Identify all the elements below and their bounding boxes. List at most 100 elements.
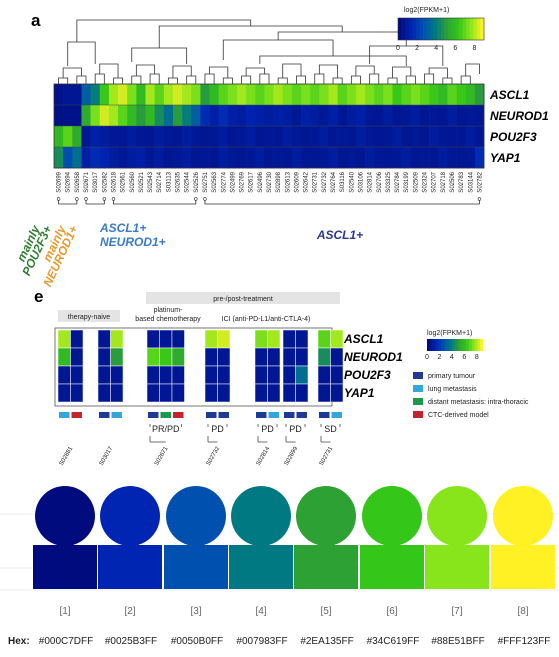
heatmap-e-cell [110, 347, 124, 367]
heatmap-cell [355, 147, 366, 169]
dendrogram-link [62, 67, 82, 78]
heatmap-cell [264, 105, 274, 127]
heatmap-cell [392, 105, 402, 127]
heatmap-cell [81, 84, 91, 106]
heatmap-cell [410, 84, 421, 106]
dendrogram-link [58, 77, 69, 84]
sample-type-chip [59, 412, 70, 418]
patient-id: S02731 [319, 445, 335, 466]
heatmap-cell [72, 105, 82, 127]
heatmap-e-cell [254, 365, 268, 385]
dendrogram-link [94, 73, 105, 84]
gene-label-a: YAP1 [490, 151, 521, 165]
patient-id: S02814 [256, 445, 272, 466]
heatmap-cell [419, 84, 430, 106]
colorbar-e-segment [469, 339, 473, 351]
heatmap-cell [465, 84, 476, 106]
heatmap-cell [236, 126, 247, 148]
platinum-label-1: platinum- [154, 307, 183, 314]
heatmap-cell [218, 84, 229, 106]
colorbar-a: log2(FPKM+1) 0 2 4 6 8 [396, 7, 485, 52]
sample-label: S02658 [75, 171, 81, 192]
heatmap-cell [392, 84, 402, 106]
group-bracket-end [84, 197, 88, 201]
patient-ids: S02881 S03017 S02671 S02732 S02814 S02699 S027… [59, 445, 335, 466]
sample-label: S02783 [459, 171, 465, 192]
palette-circle [231, 486, 291, 546]
heatmap-e-cell [217, 329, 231, 349]
heatmap-e-cell [57, 329, 71, 349]
sample-label: S02671 [84, 171, 90, 192]
heatmap-cell [438, 147, 448, 169]
heatmap-e-cell [317, 365, 331, 385]
panel-a-letter: a [31, 11, 41, 30]
group-label-2: NEUROD1+ [100, 235, 166, 249]
heatmap-cell [145, 126, 155, 148]
heatmap-cell [419, 126, 430, 148]
dendrogram-link [222, 77, 233, 84]
dendrogram-link [67, 41, 96, 66]
heatmap-cell [346, 126, 357, 148]
heatmap-cell [127, 147, 137, 169]
heatmap-cell [474, 105, 485, 127]
heatmap-cell [410, 126, 421, 148]
sample-type-chip [256, 412, 267, 418]
colorbar-e-tick: 2 [437, 354, 441, 361]
heatmap-e-cell [171, 329, 185, 349]
legend-label: CTC-derived model [428, 412, 489, 419]
heatmap-e-cell [97, 383, 111, 403]
sample-label: S03116 [340, 171, 346, 192]
sample-label: S03325 [386, 171, 392, 192]
heatmap-cell [273, 126, 284, 148]
group-label-3: ASCL1+ [316, 228, 363, 242]
heatmap-cell [392, 147, 402, 169]
patient-id: S02699 [284, 445, 300, 466]
heatmap-cell [90, 147, 101, 169]
heatmap-cell [474, 84, 485, 106]
colorbar-a-segment [437, 18, 442, 40]
patient-id: S03017 [99, 445, 115, 466]
colorbar-e-segment [427, 339, 431, 351]
heatmap-cell [410, 105, 421, 127]
sample-label: S03106 [358, 171, 364, 192]
heatmap-cell [374, 84, 384, 106]
heatmap-cell [310, 105, 320, 127]
sample-label: S02613 [285, 171, 291, 192]
heatmap-e-cell [159, 347, 173, 367]
heatmap-cell [419, 147, 430, 169]
dendrogram-link [99, 63, 119, 78]
colorbar-a-segment [426, 18, 431, 40]
sample-label: S02642 [304, 171, 310, 192]
heatmap-e-cell [330, 347, 344, 367]
heatmap-e-cell [282, 347, 296, 367]
heatmap-cell [172, 105, 183, 127]
palette-square [425, 545, 489, 589]
heatmap-cell [246, 105, 256, 127]
heatmap-cell [365, 147, 375, 169]
gene-label-e: POU2F3 [344, 368, 391, 382]
heatmap-cell [447, 147, 457, 169]
heatmap-cell [163, 126, 174, 148]
palette-index: [2] [124, 606, 135, 617]
heatmap-e-cell [171, 383, 185, 403]
sample-label: S02540 [349, 171, 355, 192]
sample-label: S02563 [212, 171, 218, 192]
colorbar-a-segment [462, 18, 467, 40]
heatmap-cell [355, 126, 366, 148]
palette-circle [427, 486, 487, 546]
heatmap-cell [200, 126, 210, 148]
heatmap-e-cell [204, 383, 218, 403]
heatmap-cell [255, 147, 265, 169]
panel-e-letter: e [34, 287, 43, 306]
dendrogram-link [296, 75, 306, 84]
sample-label: S03113 [166, 171, 172, 192]
heatmap-cell [63, 147, 73, 169]
heatmap-cell [383, 84, 393, 106]
heatmap-e-cell [110, 383, 124, 403]
group-bracket-end [75, 197, 79, 201]
sample-type-chip [296, 412, 307, 418]
group-bracket-end [477, 197, 482, 201]
colorbar-a-segment [458, 18, 463, 40]
response-label: PR/PD [152, 424, 180, 434]
heatmap-cell [163, 105, 174, 127]
